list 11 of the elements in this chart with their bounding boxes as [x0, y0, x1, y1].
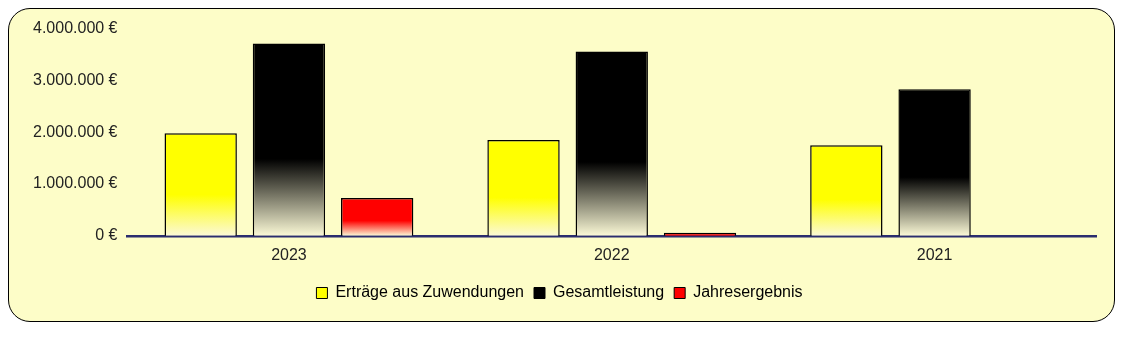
y-tick-label: 1.000.000 € — [32, 174, 118, 192]
legend-label: Erträge aus Zuwendungen — [335, 283, 525, 301]
y-tick-label: 4.000.000 € — [32, 19, 118, 37]
y-tick-label: 3.000.000 € — [32, 70, 118, 88]
x-tick-label: 2023 — [271, 245, 307, 263]
y-tick-label: 2.000.000 € — [32, 122, 118, 140]
x-tick-label: 2022 — [593, 245, 630, 263]
y-tick-label: 0 € — [95, 226, 118, 244]
x-tick-label: 2021 — [916, 245, 953, 263]
legend-label: Gesamtleistung — [553, 283, 665, 301]
legend-label: Jahresergebnis — [693, 283, 803, 301]
